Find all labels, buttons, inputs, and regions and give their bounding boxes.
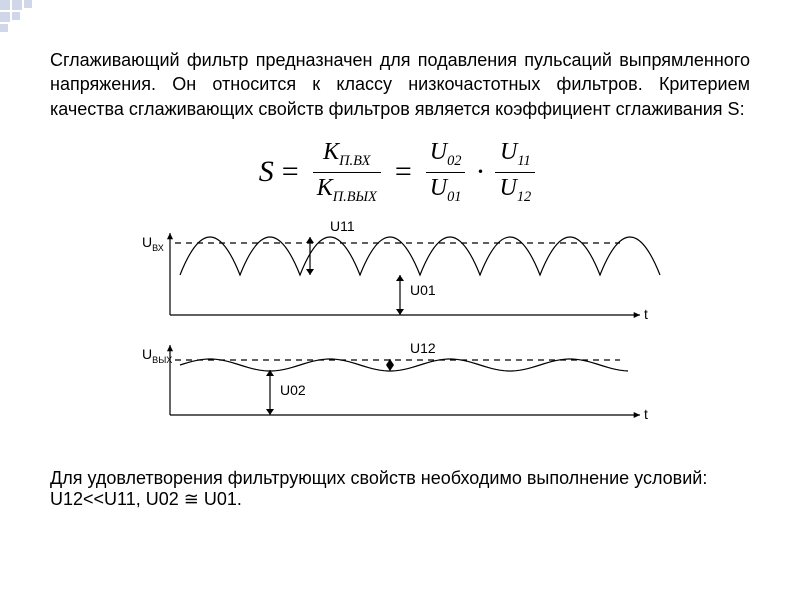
multiply-dot: · [475, 155, 485, 189]
corner-decoration [0, 0, 40, 40]
page-content: Сглаживающий фильтр предназначен для под… [50, 30, 750, 528]
condition-note: Для удовлетворения фильтрующих свойств н… [50, 468, 750, 510]
equals-sign-2: = [395, 155, 412, 189]
formula: S = KП.ВХ KП.ВЫХ = U02 U01 · U11 U12 [50, 139, 750, 205]
svg-text:U11: U11 [330, 218, 355, 234]
svg-text:U01: U01 [410, 282, 436, 298]
svg-text:U12: U12 [410, 340, 436, 356]
frac-u0: U02 U01 [426, 139, 466, 205]
svg-text:U02: U02 [280, 382, 306, 398]
formula-lhs: S [259, 155, 274, 189]
svg-text:t: t [644, 406, 648, 422]
svg-text:UВЫХ: UВЫХ [142, 346, 172, 365]
frac-kp: KП.ВХ KП.ВЫХ [313, 139, 381, 205]
frac-u1: U11 U12 [495, 139, 535, 205]
svg-text:t: t [644, 306, 648, 322]
svg-text:UВХ: UВХ [142, 234, 164, 253]
waveform-diagram: UВХ t U11 U01 UВЫХ t U12 U02 [110, 215, 750, 440]
intro-paragraph: Сглаживающий фильтр предназначен для под… [50, 48, 750, 121]
equals-sign: = [282, 155, 299, 189]
